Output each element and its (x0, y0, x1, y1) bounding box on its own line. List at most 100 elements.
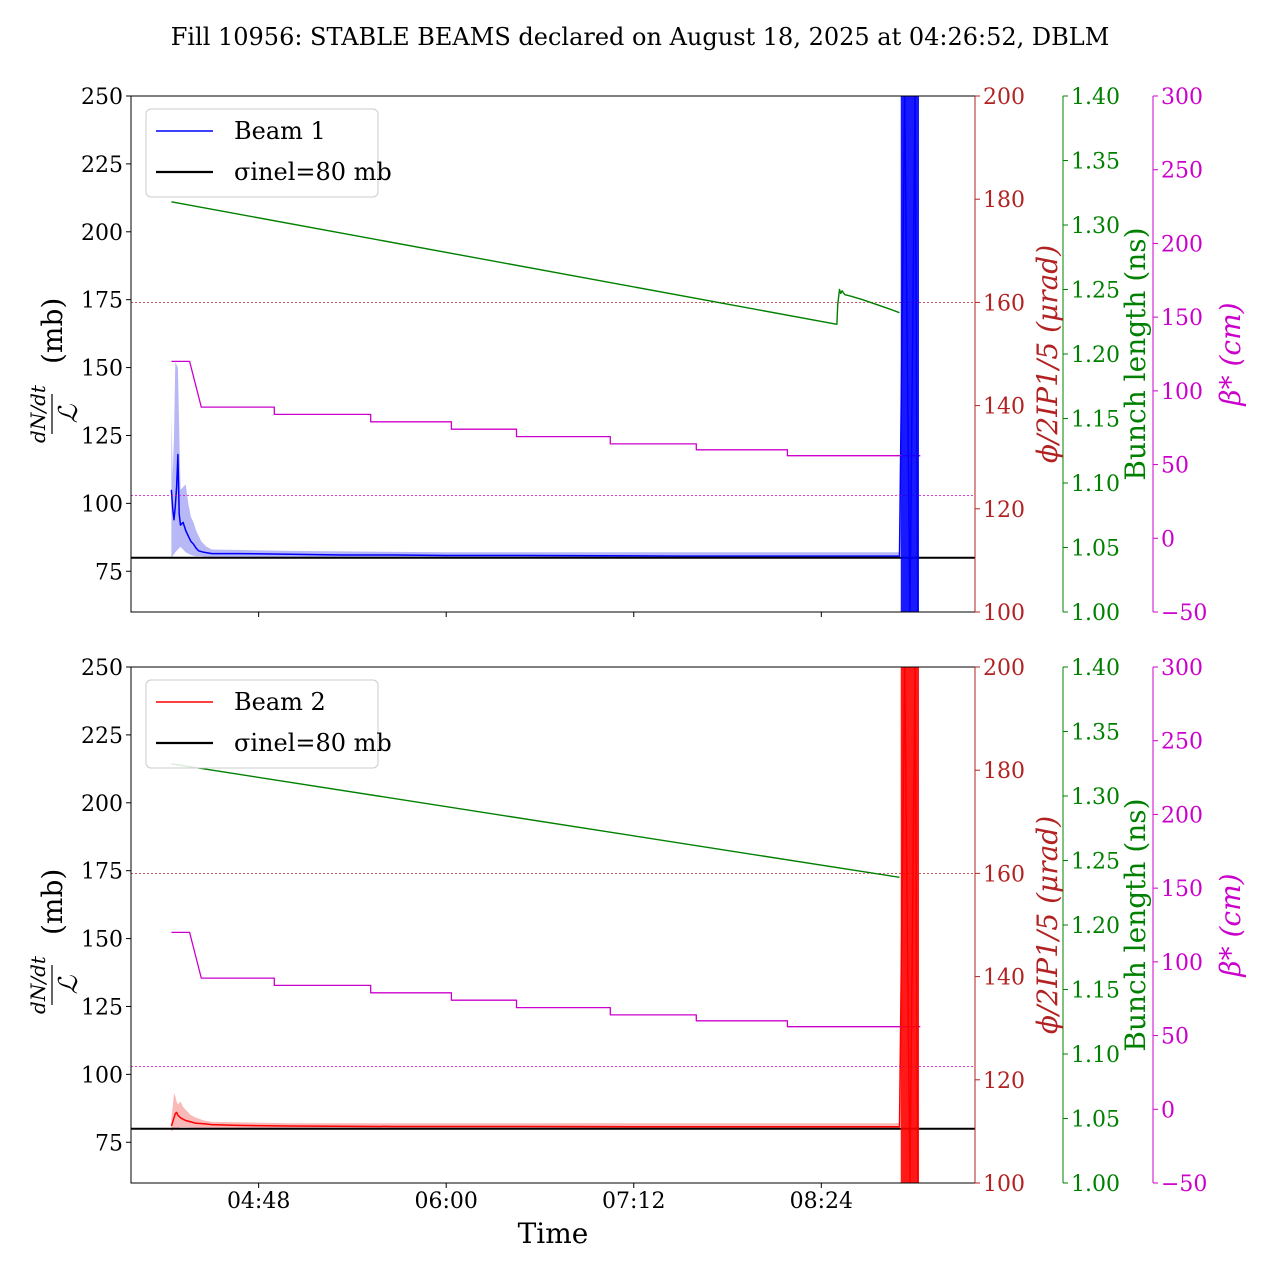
crossing-angle-axis-tick-label: 180 (983, 188, 1025, 213)
crossing-angle-axis-tick-label: 160 (983, 291, 1025, 316)
left-tick-label: 150 (81, 928, 123, 953)
x-tick-label: 06:00 (414, 1189, 477, 1214)
beam-line (170, 667, 919, 1183)
crossing-angle-axis-tick-label: 200 (983, 656, 1025, 681)
beta-star-axis-tick-label: 250 (1161, 159, 1203, 184)
legend-sigma-label: σinel=80 mb (234, 729, 392, 757)
crossing-angle-axis-tick-label: 180 (983, 759, 1025, 784)
bunch-length-axis-tick-label: 1.00 (1071, 1172, 1120, 1197)
bunch-length-axis: 1.00 1.05 1.10 1.15 1.20 1.25 1.30 1.35 1.40 (1062, 85, 1120, 626)
left-tick-label: 250 (81, 85, 123, 110)
bunch-length-axis-tick-label: 1.20 (1071, 914, 1120, 939)
beam-dump-band (900, 667, 919, 1183)
left-axis-label-numerator: dN/dt (26, 384, 50, 443)
beta-star-line (171, 360, 921, 457)
crossing-angle-axis-label: ϕ/2IP1/5 (μrad) (1031, 245, 1064, 463)
beta-star-axis: −50 0 50 100 150 200 250 300 (1152, 656, 1207, 1197)
uncertainty-band (171, 362, 900, 558)
crossing-angle-axis-label: ϕ/2IP1/5 (μrad) (1031, 816, 1064, 1034)
beta-star-axis-tick-label: 0 (1161, 1098, 1175, 1123)
x-tick-label: 04:48 (227, 1189, 290, 1214)
left-axis-label: dN/dt ℒ (mb) (26, 869, 84, 1014)
legend-beam-label: Beam 2 (234, 688, 326, 716)
x-tick-label: 08:24 (790, 1189, 853, 1214)
legend: Beam 2 σinel=80 mb (145, 679, 392, 769)
beta-star-axis-tick-label: 200 (1161, 232, 1203, 257)
bunch-length-line (171, 763, 900, 878)
crossing-angle-axis: 100 120 140 160 180 200 (974, 85, 1025, 626)
crossing-angle-axis-tick-label: 140 (983, 395, 1025, 420)
beta-star-axis-tick-label: 0 (1161, 527, 1175, 552)
left-tick-label: 175 (81, 289, 123, 314)
crossing-angle-axis-tick-label: 120 (983, 498, 1025, 523)
left-tick-label: 100 (81, 492, 123, 517)
legend-sigma-label: σinel=80 mb (234, 158, 392, 186)
x-tick-label: 07:12 (602, 1189, 665, 1214)
crossing-angle-axis-tick-label: 120 (983, 1069, 1025, 1094)
beta-star-axis-tick-label: 150 (1161, 306, 1203, 331)
left-tick-label: 175 (81, 860, 123, 885)
beta-star-axis-tick-label: 100 (1161, 951, 1203, 976)
beta-star-axis-tick-label: 300 (1161, 656, 1203, 681)
beta-star-axis-tick-label: −50 (1161, 1172, 1207, 1197)
bunch-length-axis-tick-label: 1.15 (1071, 979, 1120, 1004)
beta-star-axis-tick-label: −50 (1161, 601, 1207, 626)
left-tick-label: 225 (81, 724, 123, 749)
beam-line (170, 96, 919, 612)
panel-beam-1: 75 100 125 150 175 200 225 250 100 120 140 160 180 20… (26, 85, 1247, 626)
left-tick-label: 200 (81, 221, 123, 246)
beta-star-axis-tick-label: 250 (1161, 730, 1203, 755)
bunch-length-axis-label: Bunch length (ns) (1119, 227, 1152, 480)
bunch-length-axis-tick-label: 1.35 (1071, 721, 1120, 746)
beta-star-axis-tick-label: 50 (1161, 1025, 1189, 1050)
beta-star-axis-tick-label: 150 (1161, 877, 1203, 902)
crossing-angle-axis-tick-label: 100 (983, 601, 1025, 626)
bunch-length-axis-tick-label: 1.05 (1071, 1108, 1120, 1133)
beta-star-axis-label: β* (cm) (1214, 302, 1247, 406)
beta-star-axis-tick-label: 200 (1161, 803, 1203, 828)
bunch-length-axis-tick-label: 1.40 (1071, 656, 1120, 681)
beta-star-line (171, 931, 921, 1028)
left-tick-label: 75 (95, 560, 123, 585)
bunch-length-axis-tick-label: 1.40 (1071, 85, 1120, 110)
left-tick-label: 100 (81, 1063, 123, 1088)
legend-beam-label: Beam 1 (234, 117, 326, 145)
left-tick-label: 150 (81, 357, 123, 382)
x-axis-ticks: 04:48 06:00 07:12 08:24 (227, 612, 853, 1214)
left-axis-label-denominator: ℒ (54, 403, 84, 423)
left-tick-label: 75 (95, 1131, 123, 1156)
panel-beam-2: 75 100 125 150 175 200 225 250 100 120 140 160 180 20… (26, 656, 1247, 1197)
crossing-angle-axis-tick-label: 100 (983, 1172, 1025, 1197)
crossing-angle-axis: 100 120 140 160 180 200 (974, 656, 1025, 1197)
bunch-length-axis-tick-label: 1.20 (1071, 343, 1120, 368)
beta-star-axis-tick-label: 50 (1161, 454, 1189, 479)
beta-star-axis-tick-label: 300 (1161, 85, 1203, 110)
left-tick-label: 125 (81, 995, 123, 1020)
plot-area (131, 96, 975, 612)
beta-star-axis: −50 0 50 100 150 200 250 300 (1152, 85, 1207, 626)
left-axis-label-numerator: dN/dt (26, 955, 50, 1014)
legend: Beam 1 σinel=80 mb (145, 108, 392, 198)
bunch-length-axis-tick-label: 1.10 (1071, 472, 1120, 497)
chart-title: Fill 10956: STABLE BEAMS declared on Aug… (171, 23, 1110, 51)
left-axis-label: dN/dt ℒ (mb) (26, 298, 84, 443)
bunch-length-axis-tick-label: 1.00 (1071, 601, 1120, 626)
beam-dump-band (900, 96, 919, 612)
left-axis-label-unit: (mb) (36, 869, 69, 935)
left-axis-label-denominator: ℒ (54, 974, 84, 994)
crossing-angle-axis-tick-label: 160 (983, 862, 1025, 887)
bunch-length-axis-tick-label: 1.35 (1071, 150, 1120, 175)
bunch-length-axis-tick-label: 1.15 (1071, 408, 1120, 433)
uncertainty-band (171, 1093, 900, 1132)
beta-star-axis-label: β* (cm) (1214, 873, 1247, 977)
beta-star-axis-tick-label: 100 (1161, 380, 1203, 405)
bunch-length-axis-tick-label: 1.25 (1071, 279, 1120, 304)
crossing-angle-axis-tick-label: 140 (983, 966, 1025, 991)
crossing-angle-axis-tick-label: 200 (983, 85, 1025, 110)
bunch-length-axis-tick-label: 1.30 (1071, 214, 1120, 239)
bunch-length-axis-tick-label: 1.05 (1071, 537, 1120, 562)
left-tick-label: 125 (81, 424, 123, 449)
bunch-length-axis-tick-label: 1.10 (1071, 1043, 1120, 1068)
bunch-length-axis-label: Bunch length (ns) (1119, 798, 1152, 1051)
